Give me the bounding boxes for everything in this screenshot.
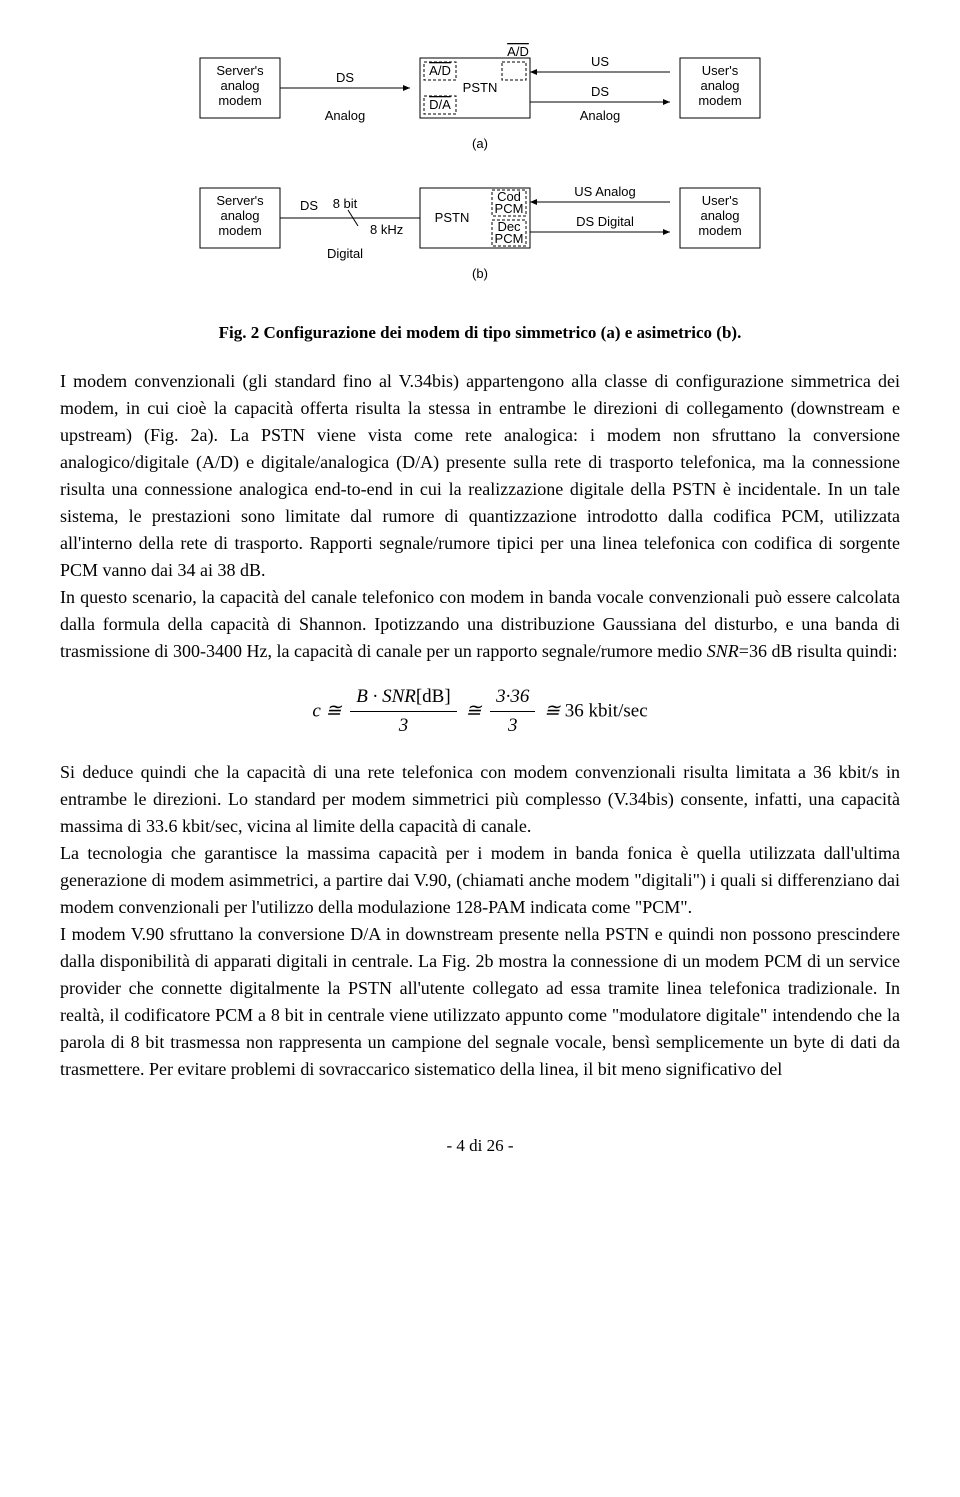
- shannon-formula: c ≅ B · SNR[dB] 3 ≅ 3·36 3 ≅ 36 kbit/sec: [60, 683, 900, 741]
- paragraph-2b: =36 dB risulta quindi:: [739, 641, 898, 661]
- svg-text:DS Digital: DS Digital: [576, 214, 634, 229]
- svg-text:Digital: Digital: [327, 246, 363, 261]
- paragraph-3: Si deduce quindi che la capacità di una …: [60, 759, 900, 840]
- svg-text:modem: modem: [698, 93, 741, 108]
- svg-text:Server's: Server's: [216, 193, 264, 208]
- svg-text:DS: DS: [336, 70, 354, 85]
- svg-text:A/D: A/D: [429, 63, 451, 78]
- modem-diagram-svg: Server's analog modem DS Analog PSTN A/D…: [160, 40, 800, 310]
- svg-text:PCM: PCM: [495, 201, 524, 216]
- figure-2-diagram: Server's analog modem DS Analog PSTN A/D…: [160, 40, 800, 310]
- svg-text:analog: analog: [220, 78, 259, 93]
- svg-text:(a): (a): [472, 136, 488, 151]
- svg-text:analog: analog: [700, 78, 739, 93]
- svg-text:A/D: A/D: [507, 44, 529, 59]
- svg-text:DS: DS: [591, 84, 609, 99]
- svg-text:DS: DS: [300, 198, 318, 213]
- svg-text:PSTN: PSTN: [435, 210, 470, 225]
- svg-text:US: US: [591, 54, 609, 69]
- paragraph-2: In questo scenario, la capacità del cana…: [60, 584, 900, 665]
- svg-text:analog: analog: [220, 208, 259, 223]
- svg-text:US Analog: US Analog: [574, 184, 635, 199]
- figure-caption: Fig. 2 Configurazione dei modem di tipo …: [60, 320, 900, 346]
- svg-text:PCM: PCM: [495, 231, 524, 246]
- svg-text:8 bit: 8 bit: [333, 196, 358, 211]
- svg-text:modem: modem: [218, 223, 261, 238]
- svg-text:8 kHz: 8 kHz: [370, 222, 403, 237]
- svg-text:modem: modem: [218, 93, 261, 108]
- paragraph-4: La tecnologia che garantisce la massima …: [60, 840, 900, 921]
- svg-text:D/A: D/A: [429, 97, 451, 112]
- svg-text:modem: modem: [698, 223, 741, 238]
- svg-text:User's: User's: [702, 63, 739, 78]
- svg-text:Server's: Server's: [216, 63, 264, 78]
- svg-text:(b): (b): [472, 266, 488, 281]
- paragraph-5: I modem V.90 sfruttano la conversione D/…: [60, 921, 900, 1083]
- svg-text:PSTN: PSTN: [463, 80, 498, 95]
- svg-text:Analog: Analog: [325, 108, 365, 123]
- snr-italic: SNR: [707, 641, 739, 661]
- page-footer: - 4 di 26 -: [60, 1133, 900, 1159]
- svg-text:Analog: Analog: [580, 108, 620, 123]
- svg-text:User's: User's: [702, 193, 739, 208]
- svg-text:analog: analog: [700, 208, 739, 223]
- paragraph-1: I modem convenzionali (gli standard fino…: [60, 368, 900, 584]
